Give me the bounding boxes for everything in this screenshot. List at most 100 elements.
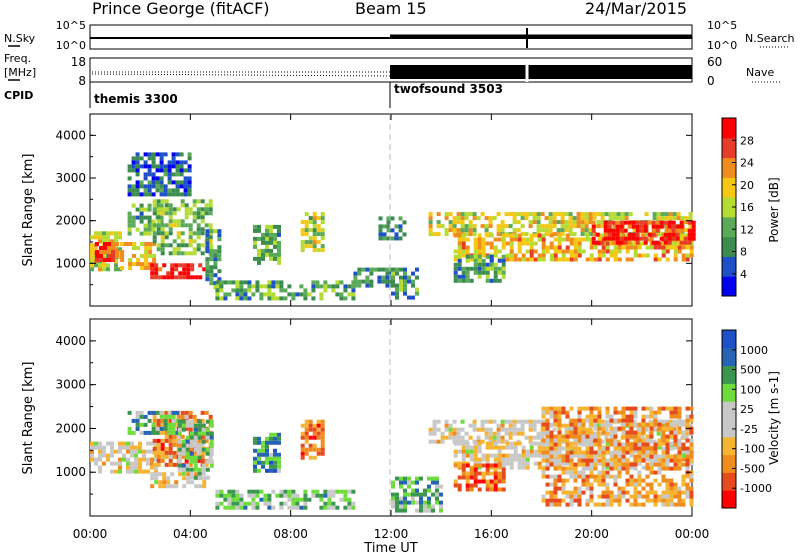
velocity-cell bbox=[557, 410, 562, 415]
power-cell bbox=[151, 156, 156, 161]
velocity-cell bbox=[143, 430, 148, 435]
power-cell bbox=[156, 243, 161, 248]
velocity-cell bbox=[689, 502, 694, 507]
power-cell bbox=[521, 237, 526, 242]
velocity-cell bbox=[585, 474, 590, 479]
power-cell bbox=[656, 212, 661, 217]
power-cell bbox=[205, 273, 210, 278]
power-cell bbox=[353, 279, 358, 284]
velocity-cell bbox=[613, 418, 618, 423]
power-cell bbox=[127, 176, 132, 181]
power-cell bbox=[316, 224, 321, 229]
velocity-cell bbox=[427, 476, 431, 481]
power-cell bbox=[205, 277, 210, 282]
velocity-cell bbox=[411, 500, 415, 505]
power-cell bbox=[573, 249, 578, 254]
velocity-cell bbox=[209, 447, 214, 452]
power-cell bbox=[331, 288, 336, 293]
velocity-cell bbox=[257, 448, 261, 453]
velocity-cell bbox=[134, 457, 138, 462]
velocity-cell bbox=[629, 478, 634, 483]
velocity-cell bbox=[545, 422, 550, 427]
velocity-cell bbox=[629, 449, 634, 454]
velocity-cell bbox=[469, 449, 474, 454]
velocity-cell bbox=[600, 423, 605, 428]
power-cell bbox=[589, 245, 594, 250]
velocity-cell bbox=[557, 478, 562, 483]
power-cell bbox=[186, 263, 191, 268]
power-cell bbox=[395, 283, 399, 288]
velocity-cell bbox=[497, 479, 502, 484]
velocity-cell bbox=[549, 446, 554, 451]
power-cell bbox=[102, 231, 106, 236]
velocity-cell bbox=[164, 410, 169, 415]
power-cell bbox=[114, 239, 118, 244]
power-cell bbox=[577, 245, 582, 250]
velocity-cell bbox=[431, 476, 435, 481]
velocity-cell bbox=[525, 449, 530, 454]
velocity-cell bbox=[557, 498, 562, 503]
power-cell bbox=[267, 284, 272, 289]
velocity-cell bbox=[327, 505, 332, 510]
power-cell bbox=[187, 180, 192, 185]
velocity-cell bbox=[541, 450, 546, 455]
velocity-cell bbox=[573, 450, 578, 455]
power-cell bbox=[253, 228, 257, 233]
power-cell bbox=[386, 216, 391, 221]
power-cell bbox=[633, 245, 638, 250]
power-cell bbox=[501, 241, 506, 246]
power-cell bbox=[488, 220, 493, 225]
power-cell bbox=[647, 232, 652, 237]
velocity-cell bbox=[327, 489, 332, 494]
power-cell bbox=[171, 156, 176, 161]
colorbar-tick-label: 12 bbox=[740, 223, 754, 236]
velocity-cell bbox=[155, 426, 160, 431]
velocity-cell bbox=[689, 406, 694, 411]
power-cell bbox=[127, 192, 132, 197]
velocity-cell bbox=[661, 438, 666, 443]
power-cell bbox=[536, 216, 541, 221]
velocity-cell bbox=[577, 406, 582, 411]
velocity-cell bbox=[147, 430, 152, 435]
power-cell bbox=[572, 224, 577, 229]
velocity-cell bbox=[605, 490, 610, 495]
velocity-cell bbox=[549, 434, 554, 439]
velocity-cell bbox=[468, 423, 473, 428]
power-cell bbox=[188, 207, 193, 212]
power-cell bbox=[671, 224, 676, 229]
nsky-axis-top-right: 10^5 bbox=[707, 19, 737, 32]
power-cell bbox=[192, 215, 197, 220]
power-cell bbox=[135, 227, 140, 232]
power-cell bbox=[605, 257, 610, 262]
power-cell bbox=[661, 245, 666, 250]
velocity-cell bbox=[339, 497, 344, 502]
velocity-cell bbox=[106, 457, 110, 462]
velocity-cell bbox=[304, 447, 309, 452]
power-cell bbox=[167, 164, 172, 169]
velocity-cell bbox=[156, 418, 161, 423]
power-cell bbox=[166, 275, 171, 280]
power-cell bbox=[565, 233, 570, 238]
power-cell bbox=[500, 228, 505, 233]
power-cell bbox=[533, 249, 538, 254]
velocity-cell bbox=[308, 455, 313, 460]
power-cell bbox=[147, 168, 152, 173]
power-cell bbox=[251, 292, 256, 297]
velocity-cell bbox=[656, 419, 661, 424]
velocity-cell bbox=[273, 436, 277, 441]
power-cell bbox=[277, 232, 281, 237]
power-cell bbox=[591, 236, 596, 241]
power-cell bbox=[501, 270, 506, 275]
velocity-cell bbox=[500, 423, 505, 428]
velocity-cell bbox=[192, 418, 197, 423]
velocity-cell bbox=[593, 462, 598, 467]
velocity-cell bbox=[649, 410, 654, 415]
velocity-cell bbox=[621, 426, 626, 431]
velocity-cell bbox=[312, 427, 317, 432]
velocity-cell bbox=[484, 431, 489, 436]
velocity-cell bbox=[501, 475, 506, 480]
cpid-label-themis: themis 3300 bbox=[94, 92, 178, 106]
nsky-label: N.Sky bbox=[4, 32, 36, 45]
velocity-cell bbox=[160, 422, 165, 427]
velocity-cell bbox=[589, 474, 594, 479]
